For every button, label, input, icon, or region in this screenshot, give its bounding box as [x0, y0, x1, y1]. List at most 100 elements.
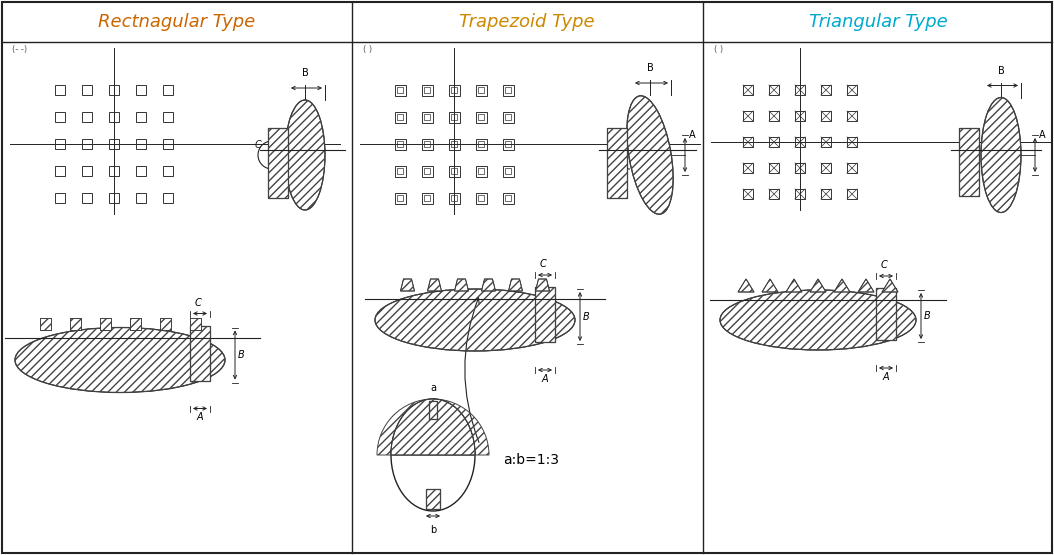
Bar — [451, 114, 457, 120]
Bar — [769, 137, 779, 147]
Bar — [505, 141, 511, 147]
Bar — [190, 317, 200, 330]
Bar — [847, 137, 857, 147]
Bar — [876, 288, 896, 340]
Text: C: C — [540, 259, 546, 269]
Text: C: C — [881, 260, 887, 270]
Bar — [821, 163, 831, 173]
Bar — [136, 85, 147, 95]
Text: B: B — [583, 311, 590, 321]
Text: C: C — [613, 140, 620, 150]
Bar — [477, 195, 484, 201]
Bar — [795, 85, 805, 95]
Text: B: B — [301, 68, 309, 78]
Text: B: B — [924, 311, 931, 321]
Bar — [743, 189, 753, 199]
Bar — [82, 193, 92, 203]
Bar — [769, 111, 779, 121]
Bar — [39, 317, 51, 330]
Text: A: A — [882, 372, 890, 382]
Bar — [607, 128, 627, 198]
Bar — [397, 87, 403, 93]
Bar — [55, 166, 65, 176]
Bar — [475, 84, 487, 95]
Bar — [743, 111, 753, 121]
Bar — [424, 168, 430, 174]
Bar — [397, 114, 403, 120]
Bar — [163, 112, 173, 122]
Bar — [795, 189, 805, 199]
Text: A: A — [689, 130, 696, 140]
Bar — [449, 193, 460, 204]
Bar — [82, 139, 92, 149]
Bar — [109, 85, 119, 95]
Text: B: B — [238, 350, 245, 360]
Text: a:b=1:3: a:b=1:3 — [503, 453, 559, 467]
Text: Trapezoid Type: Trapezoid Type — [460, 13, 594, 31]
Bar — [136, 166, 147, 176]
Polygon shape — [454, 279, 468, 291]
Bar — [503, 112, 513, 123]
Polygon shape — [508, 279, 523, 291]
Bar — [535, 287, 555, 342]
Bar — [394, 139, 406, 149]
Bar — [503, 165, 513, 176]
Bar — [99, 317, 111, 330]
Bar — [109, 139, 119, 149]
Ellipse shape — [285, 100, 325, 210]
Bar — [422, 165, 432, 176]
Bar — [743, 85, 753, 95]
Bar — [451, 195, 457, 201]
Bar — [82, 166, 92, 176]
Bar — [82, 112, 92, 122]
Text: ( ): ( ) — [714, 45, 723, 54]
Bar — [163, 166, 173, 176]
Bar — [959, 128, 979, 196]
Bar — [847, 85, 857, 95]
Text: A: A — [542, 374, 548, 384]
Text: Triangular Type: Triangular Type — [808, 13, 948, 31]
Bar — [795, 111, 805, 121]
Text: Rectnagular Type: Rectnagular Type — [98, 13, 256, 31]
Bar — [394, 193, 406, 204]
Bar — [505, 168, 511, 174]
Bar — [422, 139, 432, 149]
Text: A: A — [197, 412, 203, 422]
Bar — [422, 84, 432, 95]
Bar — [109, 112, 119, 122]
Text: C: C — [255, 140, 261, 150]
Bar — [163, 139, 173, 149]
Bar — [422, 193, 432, 204]
Bar — [130, 317, 140, 330]
Bar — [821, 189, 831, 199]
Bar — [397, 168, 403, 174]
Bar — [426, 489, 440, 509]
Bar — [394, 165, 406, 176]
Bar — [769, 163, 779, 173]
Bar — [424, 195, 430, 201]
Bar — [397, 141, 403, 147]
Text: B: B — [998, 65, 1004, 75]
Bar — [99, 317, 111, 330]
Ellipse shape — [627, 96, 674, 214]
Text: a: a — [430, 383, 436, 393]
Bar — [426, 489, 440, 509]
Bar — [163, 193, 173, 203]
Text: ( ): ( ) — [363, 45, 372, 54]
Bar — [55, 112, 65, 122]
Bar — [505, 195, 511, 201]
Bar — [70, 317, 80, 330]
Text: A: A — [1039, 130, 1046, 140]
Bar — [821, 137, 831, 147]
Bar — [397, 195, 403, 201]
Bar — [769, 189, 779, 199]
Bar — [55, 85, 65, 95]
Polygon shape — [834, 279, 850, 292]
Bar — [959, 128, 979, 196]
Ellipse shape — [720, 290, 916, 350]
Polygon shape — [811, 279, 826, 292]
Bar — [130, 317, 140, 330]
Bar — [475, 112, 487, 123]
Bar — [424, 141, 430, 147]
Polygon shape — [535, 279, 549, 291]
